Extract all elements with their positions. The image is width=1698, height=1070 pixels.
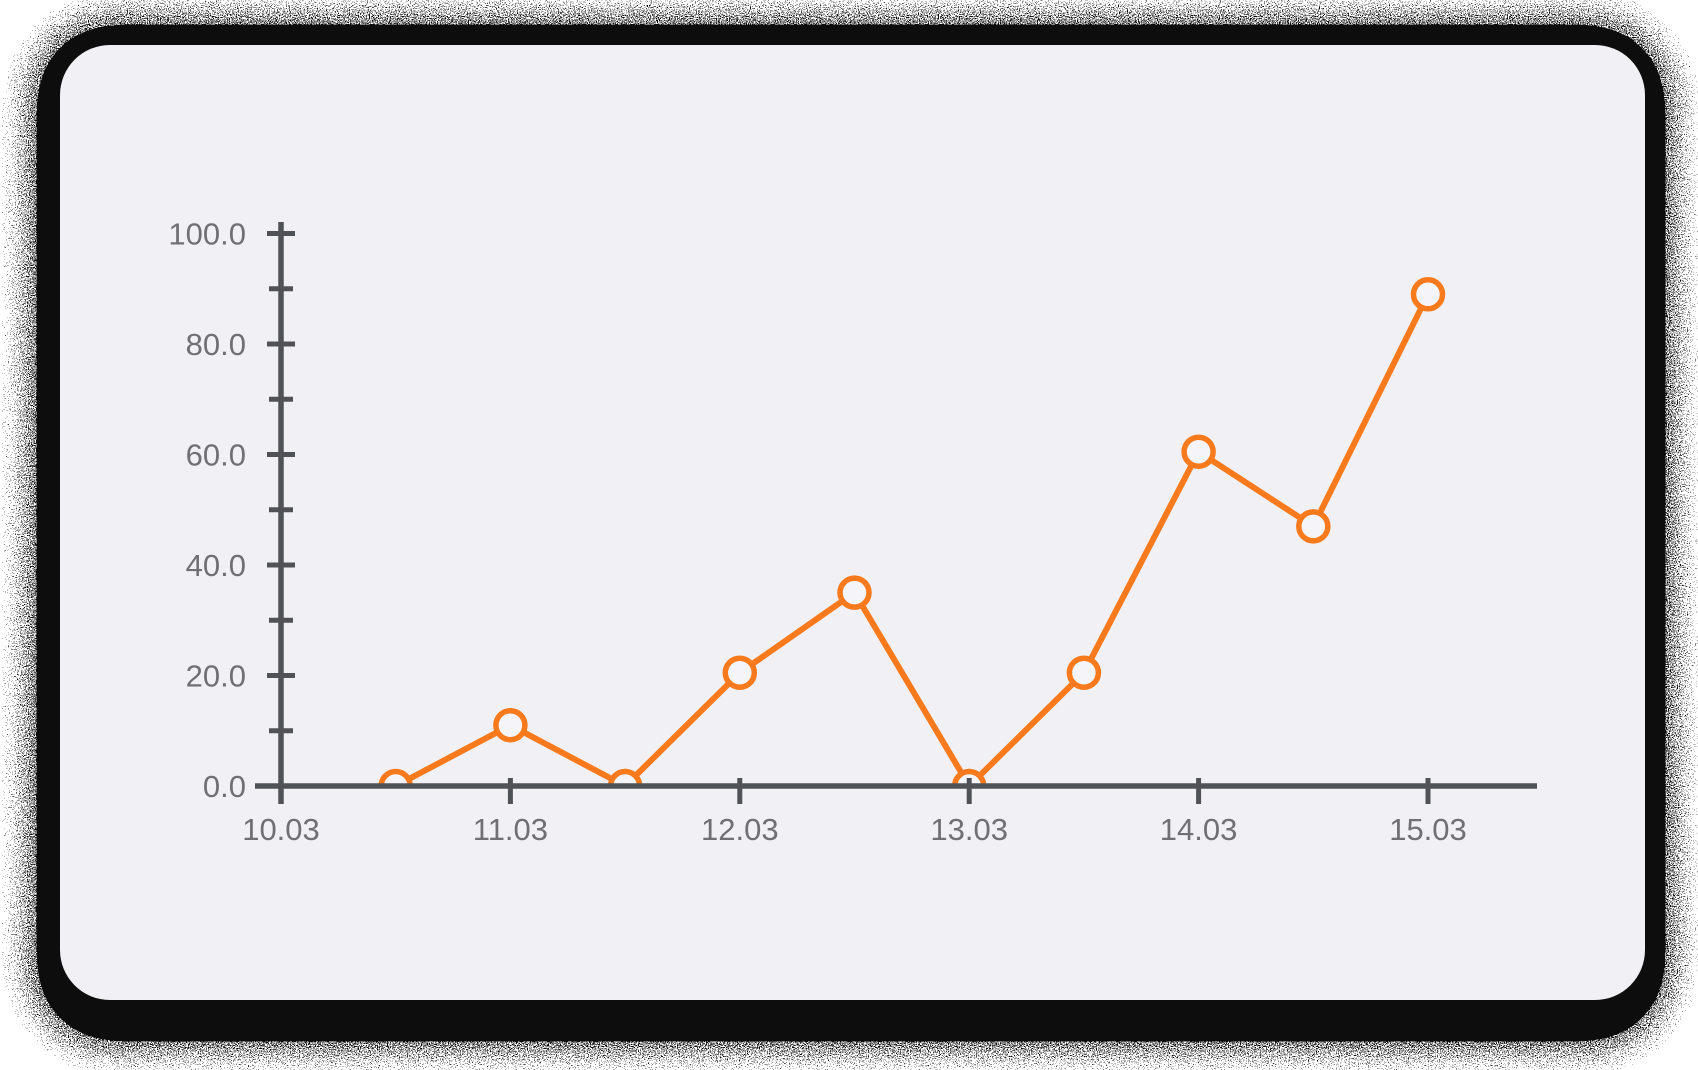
data-point-marker — [493, 707, 528, 743]
x-axis-tick-label: 12.03 — [701, 812, 779, 847]
data-point-marker — [607, 768, 643, 786]
y-axis-tick-label: 0.0 — [203, 769, 246, 804]
y-axis-tick-label: 40.0 — [186, 548, 246, 583]
data-point-marker — [378, 768, 413, 786]
chart-card — [60, 45, 1645, 1000]
data-point-marker — [1296, 509, 1331, 544]
series-line — [392, 291, 1431, 786]
axes-group — [255, 222, 1537, 804]
data-point-marker — [1410, 277, 1446, 312]
tick-labels: 0.0 20.0 40.0 60.0 80.0 100.0 10.03 11.03 12.03 1… — [168, 217, 1466, 848]
x-axis-tick-label: 14.03 — [1160, 812, 1238, 847]
y-axis-tick-label: 20.0 — [186, 659, 246, 694]
data-point-marker — [837, 575, 872, 610]
data-point-marker — [1181, 434, 1216, 469]
x-axis-tick-label: 10.03 — [242, 812, 320, 847]
series-group — [378, 277, 1446, 786]
data-point-marker — [722, 655, 758, 690]
y-axis-tick-label: 60.0 — [186, 438, 246, 473]
data-point-marker — [1066, 655, 1102, 690]
x-axis-tick-label: 11.03 — [473, 812, 548, 847]
x-axis-tick-label: 13.03 — [930, 812, 1008, 847]
x-axis-tick-label: 15.03 — [1389, 812, 1467, 847]
y-axis-tick-label: 100.0 — [168, 217, 246, 252]
y-axis-tick-label: 80.0 — [186, 327, 246, 362]
